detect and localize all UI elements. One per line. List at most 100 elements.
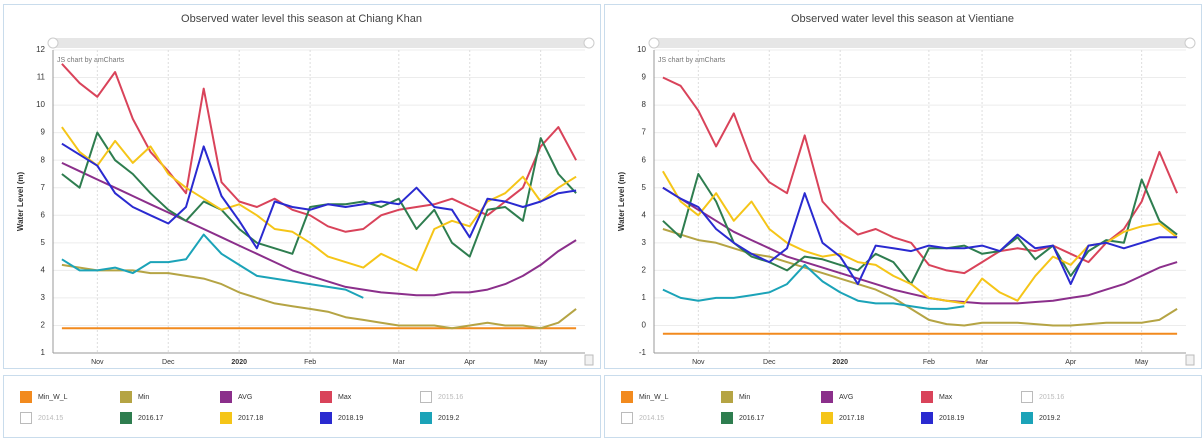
- legend-item[interactable]: Min_W_L: [20, 391, 68, 403]
- export-menu[interactable]: [584, 354, 594, 366]
- x-tick-label: Nov: [692, 359, 705, 366]
- legend-item[interactable]: Min: [721, 391, 750, 403]
- y-axis-label: Water Level (m): [617, 172, 626, 232]
- legend-item[interactable]: AVG: [220, 391, 252, 403]
- y-tick-label: 8: [642, 100, 647, 109]
- legend-label: AVG: [839, 394, 853, 401]
- legend-swatch: [320, 412, 332, 424]
- legend-label: 2015.16: [438, 394, 463, 401]
- y-tick-label: 3: [642, 238, 647, 247]
- y-tick-label: 1: [642, 293, 647, 302]
- x-tick-label: May: [1135, 359, 1149, 366]
- legend-swatch: [120, 412, 132, 424]
- series-line: [662, 186, 1178, 286]
- legend-item[interactable]: Max: [921, 391, 953, 403]
- y-tick-label: 1: [41, 348, 46, 357]
- legend-swatch: [821, 391, 833, 403]
- legend-label: Min: [138, 394, 149, 401]
- series-line: [662, 186, 1178, 305]
- legend-label: 2014.15: [38, 415, 63, 422]
- x-tick-label: Apr: [464, 359, 476, 366]
- chart-panel: Observed water level this season at Vien…: [604, 4, 1202, 438]
- scrollbar[interactable]: [652, 38, 1190, 48]
- legend-swatch: [821, 412, 833, 424]
- watermark: JS chart by amCharts: [57, 57, 125, 64]
- legend-item[interactable]: 2014.15: [20, 412, 64, 424]
- x-tick-label: 2020: [231, 359, 247, 366]
- legend-item[interactable]: 2019.2: [1021, 412, 1061, 424]
- y-tick-label: 5: [41, 238, 46, 247]
- y-tick-label: 4: [642, 210, 647, 219]
- x-tick-label: Dec: [162, 359, 175, 366]
- legend-item[interactable]: 2016.17: [120, 412, 163, 424]
- scrollbar-grip[interactable]: [583, 37, 595, 49]
- legend-item[interactable]: Max: [320, 391, 352, 403]
- scrollbar-grip[interactable]: [1184, 37, 1196, 49]
- legend-swatch: [20, 412, 32, 424]
- chart-title: Observed water level this season at Vien…: [791, 13, 1014, 25]
- scrollbar[interactable]: [51, 38, 589, 48]
- legend-swatch: [1021, 412, 1033, 424]
- series-line: [61, 63, 577, 233]
- legend-item[interactable]: 2018.19: [921, 412, 964, 424]
- legend-swatch: [921, 391, 933, 403]
- x-tick-label: Feb: [923, 359, 935, 366]
- legend-swatch: [320, 391, 332, 403]
- series-line: [61, 142, 577, 250]
- legend-label: 2019.2: [1039, 415, 1061, 422]
- legend-label: Max: [939, 394, 953, 401]
- legend-item[interactable]: Min_W_L: [621, 391, 669, 403]
- y-tick-label: 7: [642, 128, 647, 137]
- legend-item[interactable]: 2017.18: [220, 412, 263, 424]
- y-tick-label: 2: [642, 265, 647, 274]
- series-line: [61, 233, 364, 299]
- y-tick-label: 12: [36, 45, 45, 54]
- y-tick-label: 6: [41, 210, 46, 219]
- y-tick-label: 2: [41, 321, 46, 330]
- legend-item[interactable]: 2019.2: [420, 412, 460, 424]
- export-menu[interactable]: [1185, 354, 1195, 366]
- legend-swatch: [220, 391, 232, 403]
- legend-item[interactable]: 2016.17: [721, 412, 764, 424]
- y-tick-label: 9: [41, 128, 46, 137]
- legend-swatch: [220, 412, 232, 424]
- legend-swatch: [120, 391, 132, 403]
- legend-item[interactable]: 2017.18: [821, 412, 864, 424]
- legend-label: Min_W_L: [38, 394, 68, 401]
- legend-swatch: [921, 412, 933, 424]
- x-tick-label: 2020: [832, 359, 848, 366]
- legend-item[interactable]: 2015.16: [1021, 391, 1065, 403]
- legend-item[interactable]: Min: [120, 391, 149, 403]
- legend-item[interactable]: AVG: [821, 391, 853, 403]
- legend-swatch: [20, 391, 32, 403]
- panel-border: [604, 4, 1202, 369]
- legend-label: 2018.19: [939, 415, 964, 422]
- y-tick-label: 0: [642, 321, 647, 330]
- scrollbar-grip[interactable]: [47, 37, 59, 49]
- legend-label: 2016.17: [138, 415, 163, 422]
- legend-item[interactable]: 2015.16: [420, 391, 464, 403]
- x-tick-label: Nov: [91, 359, 104, 366]
- x-tick-label: Feb: [304, 359, 316, 366]
- y-tick-label: 7: [41, 183, 46, 192]
- chart-title: Observed water level this season at Chia…: [181, 13, 422, 25]
- y-tick-label: 6: [642, 155, 647, 164]
- legend-label: 2015.16: [1039, 394, 1064, 401]
- x-tick-label: Apr: [1065, 359, 1077, 366]
- legend-swatch: [721, 412, 733, 424]
- legend-label: 2018.19: [338, 415, 363, 422]
- legend-label: 2017.18: [839, 415, 864, 422]
- y-tick-label: 8: [41, 155, 46, 164]
- scrollbar-grip[interactable]: [648, 37, 660, 49]
- series-line: [662, 76, 1179, 275]
- legend-label: 2016.17: [739, 415, 764, 422]
- legend-label: 2017.18: [238, 415, 263, 422]
- legend-item[interactable]: 2014.15: [621, 412, 665, 424]
- y-tick-label: -1: [639, 348, 647, 357]
- legend-swatch: [1021, 391, 1033, 403]
- legend-item[interactable]: 2018.19: [320, 412, 363, 424]
- y-tick-label: 4: [41, 265, 46, 274]
- y-tick-label: 3: [41, 293, 46, 302]
- legend-box: [3, 375, 601, 438]
- series-line: [662, 173, 1178, 286]
